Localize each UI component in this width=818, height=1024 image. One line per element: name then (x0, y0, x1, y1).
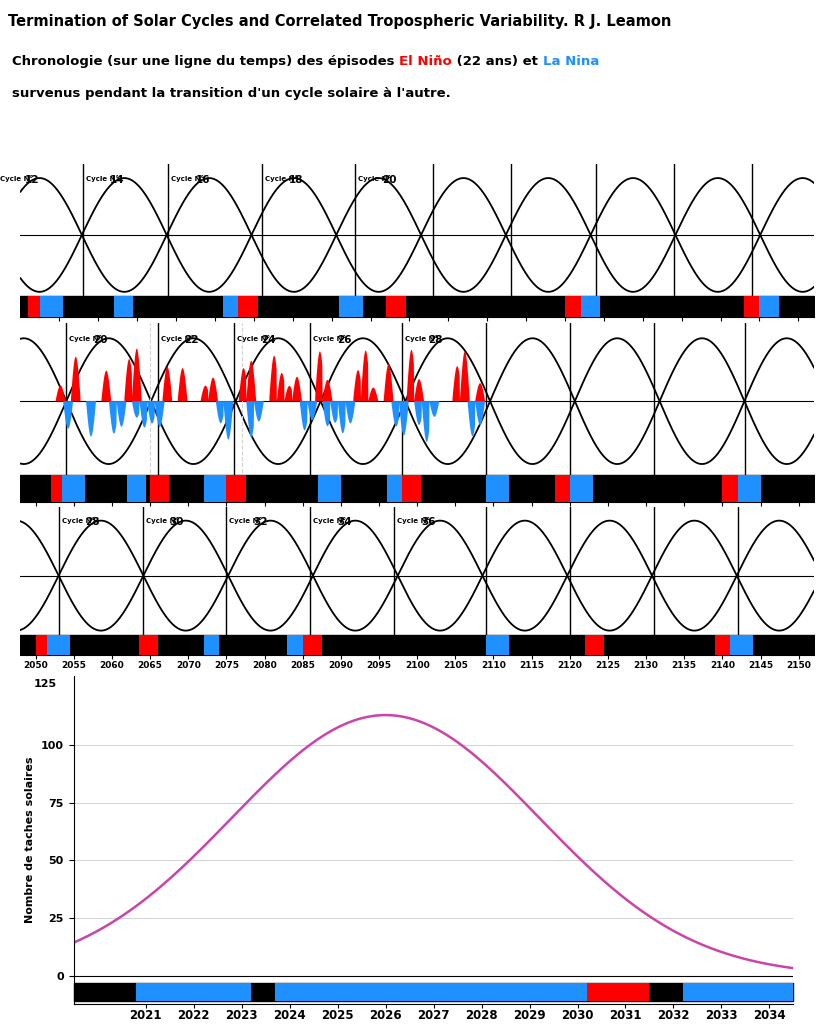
Text: 20: 20 (382, 174, 397, 184)
Bar (62, 475, 85, 502)
Text: 28: 28 (85, 517, 100, 527)
Text: Cycle N°: Cycle N° (146, 517, 178, 524)
Bar (402, 475, 421, 502)
Bar (287, 635, 310, 655)
Text: Cycle N°: Cycle N° (171, 174, 204, 181)
Bar (29, 296, 40, 317)
Bar (486, 475, 509, 502)
Bar (394, 635, 413, 655)
Bar (339, 296, 362, 317)
Text: Cycle N°: Cycle N° (86, 174, 119, 181)
Text: El Niño: El Niño (399, 55, 452, 69)
Bar (114, 296, 133, 317)
Bar (744, 296, 759, 317)
Text: 125: 125 (34, 679, 57, 689)
Text: Cycle N°: Cycle N° (237, 335, 270, 342)
Text: Cycle N°: Cycle N° (313, 335, 346, 342)
Bar (555, 475, 573, 502)
Bar (275, 983, 587, 1001)
Text: 36: 36 (421, 517, 435, 527)
Bar (570, 475, 593, 502)
Bar (738, 475, 761, 502)
Bar (227, 475, 245, 502)
Bar (136, 983, 251, 1001)
Bar (251, 983, 275, 1001)
Bar (565, 296, 581, 317)
Bar (74, 983, 136, 1001)
Bar (160, 296, 176, 317)
Text: 20: 20 (93, 335, 107, 345)
Text: 18: 18 (289, 174, 303, 184)
Bar (36, 635, 47, 655)
Bar (486, 635, 509, 655)
Text: Cycle N°: Cycle N° (313, 517, 346, 524)
Bar (570, 635, 589, 655)
Text: (22 ans) et: (22 ans) et (452, 55, 542, 69)
Text: 24: 24 (261, 335, 276, 345)
Bar (635, 296, 654, 317)
Bar (204, 635, 227, 655)
Text: 22: 22 (185, 335, 199, 345)
Bar (238, 296, 258, 317)
Bar (488, 296, 503, 317)
Text: Cycle N°: Cycle N° (161, 335, 194, 342)
Bar (219, 635, 238, 655)
Text: Cycle N°: Cycle N° (230, 517, 263, 524)
Text: 16: 16 (196, 174, 210, 184)
Bar (387, 475, 406, 502)
Bar (722, 475, 741, 502)
Bar (587, 983, 649, 1001)
Text: 26: 26 (337, 335, 352, 345)
Text: 28: 28 (429, 335, 443, 345)
Bar (51, 475, 62, 502)
Text: Cycle N°: Cycle N° (0, 174, 34, 181)
Bar (371, 635, 390, 655)
Bar (204, 475, 227, 502)
Bar (690, 296, 709, 317)
Text: Cycle N°: Cycle N° (398, 517, 430, 524)
Bar (303, 635, 321, 655)
Bar (128, 475, 146, 502)
Bar (532, 475, 551, 502)
Text: 12: 12 (25, 174, 38, 184)
Bar (715, 635, 734, 655)
Bar (441, 296, 456, 317)
Text: Chronologie (sur une ligne du temps) des épisodes: Chronologie (sur une ligne du temps) des… (12, 55, 399, 69)
Text: survenus pendant la transition d'un cycle solaire à l'autre.: survenus pendant la transition d'un cycl… (12, 87, 451, 100)
Bar (222, 296, 238, 317)
Y-axis label: Nombre de taches solaires: Nombre de taches solaires (25, 757, 35, 923)
Bar (654, 635, 672, 655)
Bar (287, 475, 307, 502)
Text: Termination of Solar Cycles and Correlated Tropospheric Variability. R J. Leamon: Termination of Solar Cycles and Correlat… (8, 14, 672, 29)
Text: Cycle N°: Cycle N° (61, 517, 95, 524)
Bar (730, 635, 753, 655)
Bar (269, 296, 289, 317)
Bar (581, 296, 600, 317)
Bar (47, 635, 70, 655)
Bar (585, 635, 605, 655)
Text: 14: 14 (110, 174, 124, 184)
Text: Cycle N°: Cycle N° (358, 174, 391, 181)
Text: La Nina: La Nina (542, 55, 599, 69)
Bar (40, 296, 63, 317)
Bar (318, 475, 341, 502)
Text: Cycle N°: Cycle N° (265, 174, 298, 181)
Bar (128, 635, 146, 655)
Text: 34: 34 (337, 517, 352, 527)
Text: Cycle N°: Cycle N° (70, 335, 102, 342)
Bar (649, 983, 683, 1001)
Bar (759, 296, 779, 317)
Text: Cycle N°: Cycle N° (405, 335, 438, 342)
Bar (386, 296, 406, 317)
Bar (139, 635, 158, 655)
Bar (654, 475, 672, 502)
Bar (683, 983, 793, 1001)
Text: 30: 30 (169, 517, 184, 527)
Text: 32: 32 (253, 517, 267, 527)
Bar (151, 475, 169, 502)
